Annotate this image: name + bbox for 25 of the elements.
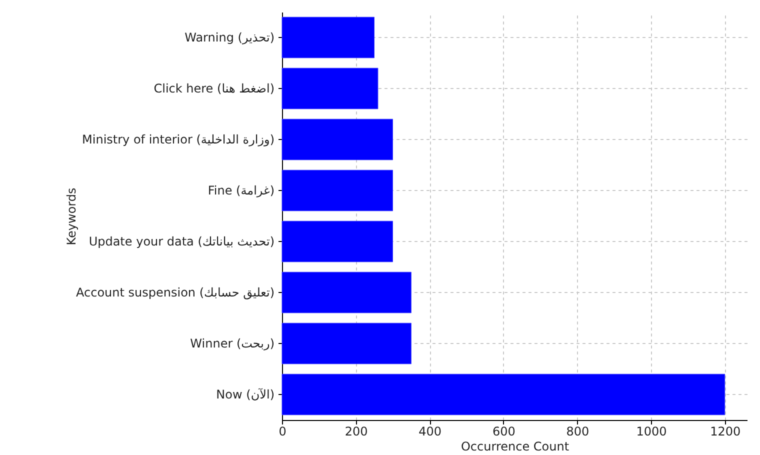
bar	[282, 220, 393, 262]
y-axis-title: Keywords	[64, 188, 78, 246]
y-tick-label: Account suspension (تعليق حسابك)	[76, 286, 274, 300]
y-tick-label: Warning (تحذير)	[184, 30, 274, 44]
x-axis-title: Occurrence Count	[460, 440, 570, 454]
x-tick-label: 600	[492, 424, 516, 438]
bar	[282, 322, 412, 364]
bar	[282, 170, 393, 212]
bar	[282, 68, 378, 110]
x-tick-label: 0	[278, 424, 286, 438]
y-tick-label: Winner (ربحت)	[190, 336, 274, 350]
x-tick-label: 800	[566, 424, 590, 438]
bar	[282, 272, 412, 314]
x-tick-label: 400	[418, 424, 442, 438]
x-tick-label: 1200	[710, 424, 741, 438]
y-tick-label: Update your data (تحديث بياناتك)	[88, 234, 274, 248]
y-tick-label: Now (الآن)	[216, 388, 274, 402]
y-tick-label: Click here (اضغط هنا)	[154, 82, 274, 96]
y-tick-label: Fine (غرامة)	[208, 184, 274, 198]
y-tick-label: Ministry of interior (وزارة الداخلية)	[82, 132, 274, 146]
x-tick-label: 200	[344, 424, 368, 438]
bar	[282, 16, 375, 58]
x-tick-label: 1000	[636, 424, 667, 438]
bar	[282, 374, 726, 416]
bar	[282, 118, 393, 160]
